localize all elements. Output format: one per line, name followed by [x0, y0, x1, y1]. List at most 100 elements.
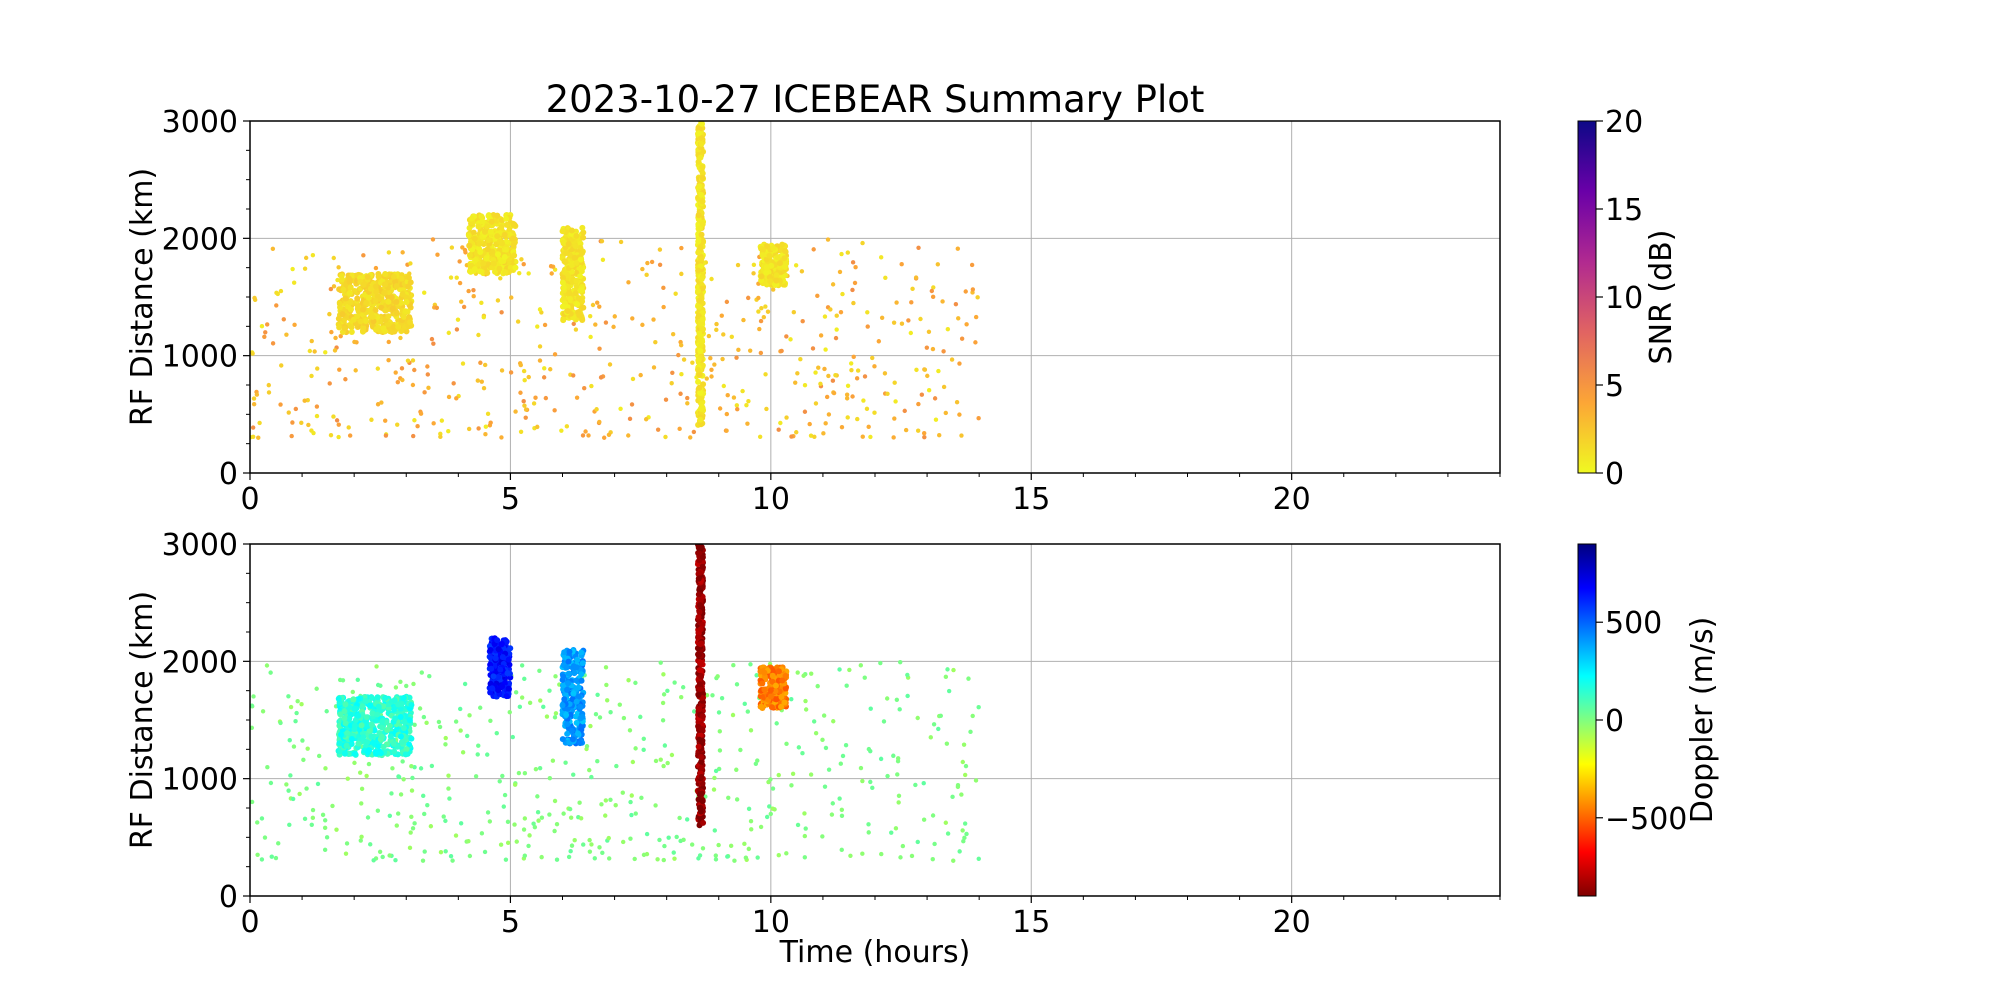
snr-scatter-point: [523, 407, 529, 412]
doppler-cluster-point: [566, 648, 573, 655]
snr-scatter-point: [663, 397, 669, 402]
snr-scatter-point: [571, 321, 576, 327]
snr-scatter-point: [640, 266, 645, 272]
snr-cluster-point: [354, 295, 361, 302]
doppler-scatter-point: [304, 786, 309, 791]
doppler-scatter-point: [302, 816, 308, 822]
doppler-scatter-point: [603, 798, 609, 803]
snr-scatter-point: [533, 395, 538, 400]
snr-cluster-point: [695, 130, 702, 137]
snr-scatter-point: [446, 394, 452, 400]
doppler-scatter-point: [764, 814, 770, 820]
doppler-cluster-point: [565, 658, 572, 665]
doppler-cluster-point: [406, 717, 413, 724]
doppler-cluster-point: [490, 673, 497, 680]
doppler-scatter-point: [290, 796, 296, 802]
doppler-scatter-point: [264, 663, 270, 668]
snr-scatter-point: [475, 378, 481, 383]
snr-scatter-point: [346, 425, 351, 430]
doppler-cluster-point: [769, 672, 776, 679]
doppler-scatter-point: [895, 756, 901, 761]
doppler-scatter-point: [535, 794, 540, 799]
snr-cluster-point: [695, 378, 702, 385]
doppler-cluster-point: [402, 751, 409, 758]
doppler-colorbar-tick-label: 0: [1605, 704, 1624, 739]
doppler-scatter-point: [976, 704, 981, 710]
snr-cluster-point: [699, 174, 706, 181]
doppler-cluster-point: [341, 715, 348, 722]
doppler-scatter-point: [633, 680, 638, 686]
snr-scatter-point: [430, 237, 436, 242]
snr-scatter-point: [521, 368, 527, 374]
snr-cluster-point: [697, 244, 704, 251]
doppler-cluster-point: [696, 609, 703, 616]
doppler-scatter-point: [638, 714, 643, 720]
snr-cluster-point: [341, 325, 348, 332]
snr-cluster-point: [758, 273, 765, 280]
doppler-scatter-point: [507, 710, 512, 715]
figure-title: 2023-10-27 ICEBEAR Summary Plot: [546, 78, 1205, 121]
snr-cluster-point: [577, 273, 584, 280]
snr-cluster-point: [471, 235, 478, 242]
snr-scatter-point: [482, 362, 488, 368]
snr-scatter-point: [868, 434, 873, 440]
snr-scatter-point: [953, 301, 959, 307]
snr-scatter-point: [955, 246, 961, 251]
snr-colorbar-tick-label: 10: [1605, 281, 1643, 316]
doppler-cluster-point: [559, 702, 566, 709]
doppler-scatter-point: [572, 838, 577, 843]
snr-cluster-point: [697, 347, 704, 354]
snr-scatter-point: [926, 388, 932, 393]
doppler-cluster-point: [564, 686, 571, 693]
doppler-cluster-point: [397, 713, 404, 720]
snr-cluster-point: [698, 141, 705, 148]
snr-cluster-point: [578, 286, 585, 293]
snr-scatter-point: [542, 322, 548, 328]
snr-cluster-point: [696, 125, 703, 132]
doppler-scatter-point: [268, 670, 273, 675]
doppler-colorbar-tick-label: −500: [1605, 802, 1687, 837]
doppler-scatter-point: [535, 810, 541, 815]
doppler-scatter-point: [587, 849, 593, 854]
snr-scatter-point: [537, 307, 543, 312]
doppler-cluster-point: [565, 680, 572, 687]
snr-scatter-point: [910, 286, 915, 292]
snr-scatter-point: [518, 429, 524, 434]
snr-scatter-point: [793, 380, 798, 385]
doppler-scatter-point: [661, 763, 666, 769]
snr-scatter-point: [542, 366, 547, 371]
doppler-scatter-point: [784, 741, 789, 747]
snr-cluster-point: [494, 212, 501, 219]
doppler-scatter-point: [976, 856, 981, 862]
doppler-scatter-point: [552, 798, 558, 804]
doppler-scatter-point: [398, 792, 404, 797]
snr-scatter-point: [410, 358, 416, 363]
doppler-scatter-point: [627, 728, 633, 733]
doppler-cluster-point: [696, 550, 703, 557]
snr-scatter-point: [481, 386, 487, 391]
snr-scatter-point: [571, 373, 576, 378]
doppler-scatter-point: [352, 760, 357, 766]
doppler-scatter-point: [909, 853, 915, 859]
snr-scatter-point: [828, 307, 833, 312]
snr-scatter-point: [601, 435, 607, 440]
doppler-cluster-point: [355, 712, 362, 719]
doppler-scatter-point: [802, 855, 808, 860]
snr-scatter-point: [270, 341, 276, 346]
doppler-scatter-point: [657, 837, 662, 843]
doppler-cluster-point: [380, 743, 387, 750]
doppler-cluster-point: [768, 704, 775, 711]
doppler-cluster-point: [387, 733, 394, 740]
doppler-scatter-point: [305, 746, 310, 751]
doppler-scatter-point: [913, 782, 918, 788]
snr-scatter-point: [457, 259, 462, 264]
snr-scatter-point: [758, 318, 764, 324]
snr-scatter-point: [891, 435, 896, 440]
doppler-scatter-point: [641, 736, 646, 741]
snr-scatter-point: [638, 372, 643, 378]
snr-scatter-point: [756, 295, 761, 301]
doppler-scatter-point: [251, 694, 256, 699]
snr-cluster-point: [395, 323, 402, 330]
snr-scatter-point: [597, 346, 602, 351]
snr-cluster-point: [560, 317, 567, 324]
